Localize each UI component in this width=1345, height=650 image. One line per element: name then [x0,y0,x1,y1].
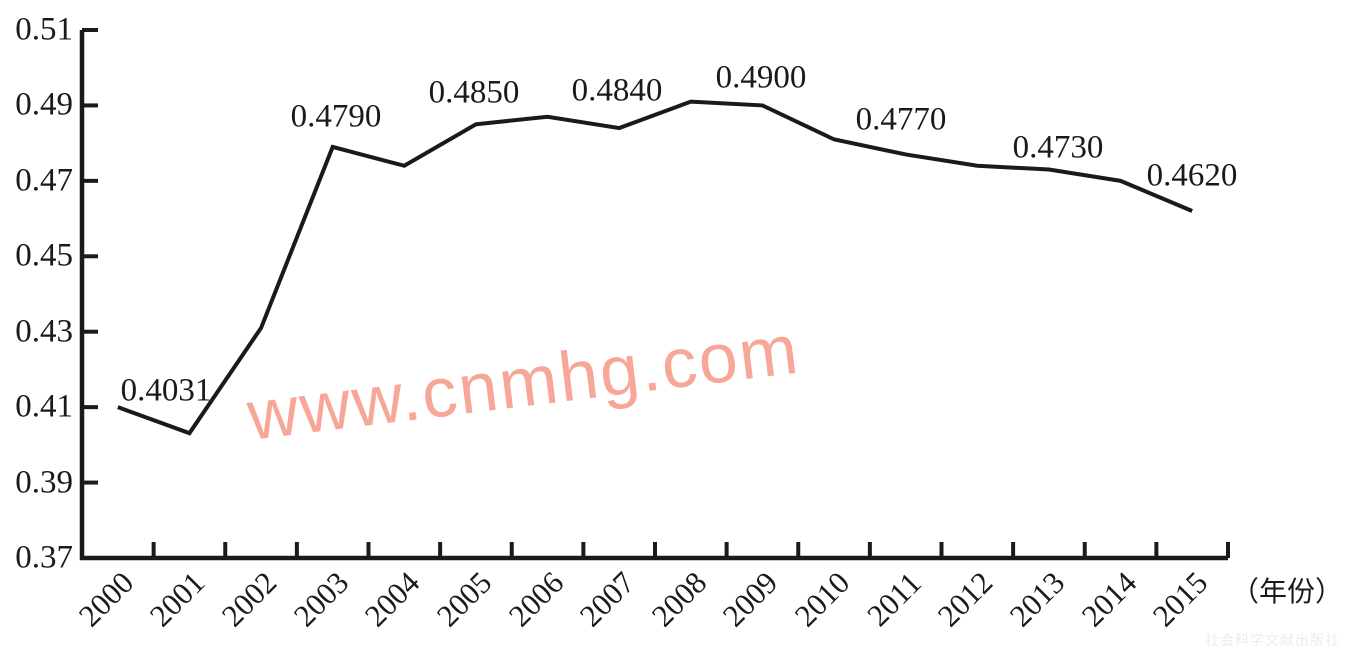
y-tick-label: 0.51 [15,11,73,48]
point-value-label: 0.4840 [571,72,663,109]
axes [79,30,1228,561]
y-tick-label: 0.37 [15,539,73,576]
y-tick-label: 0.45 [15,237,73,274]
point-value-label: 0.4850 [428,74,520,111]
y-tick-label: 0.39 [15,464,73,501]
data-line [117,99,1193,436]
point-value-label: 0.4900 [715,59,807,96]
y-tick-label: 0.49 [15,86,73,123]
point-value-label: 0.4730 [1012,129,1104,166]
point-value-label: 0.4790 [290,98,382,135]
y-tick-label: 0.43 [15,313,73,350]
x-axis-unit-label: （年份） [1231,577,1344,608]
point-value-label: 0.4770 [855,101,947,138]
y-tick-label: 0.41 [15,388,73,425]
publisher-watermark: 社会科学文献出版社 [1205,632,1340,648]
point-value-label: 0.4620 [1146,157,1238,194]
point-value-label: 0.4031 [120,372,212,409]
y-tick-label: 0.47 [15,162,73,199]
